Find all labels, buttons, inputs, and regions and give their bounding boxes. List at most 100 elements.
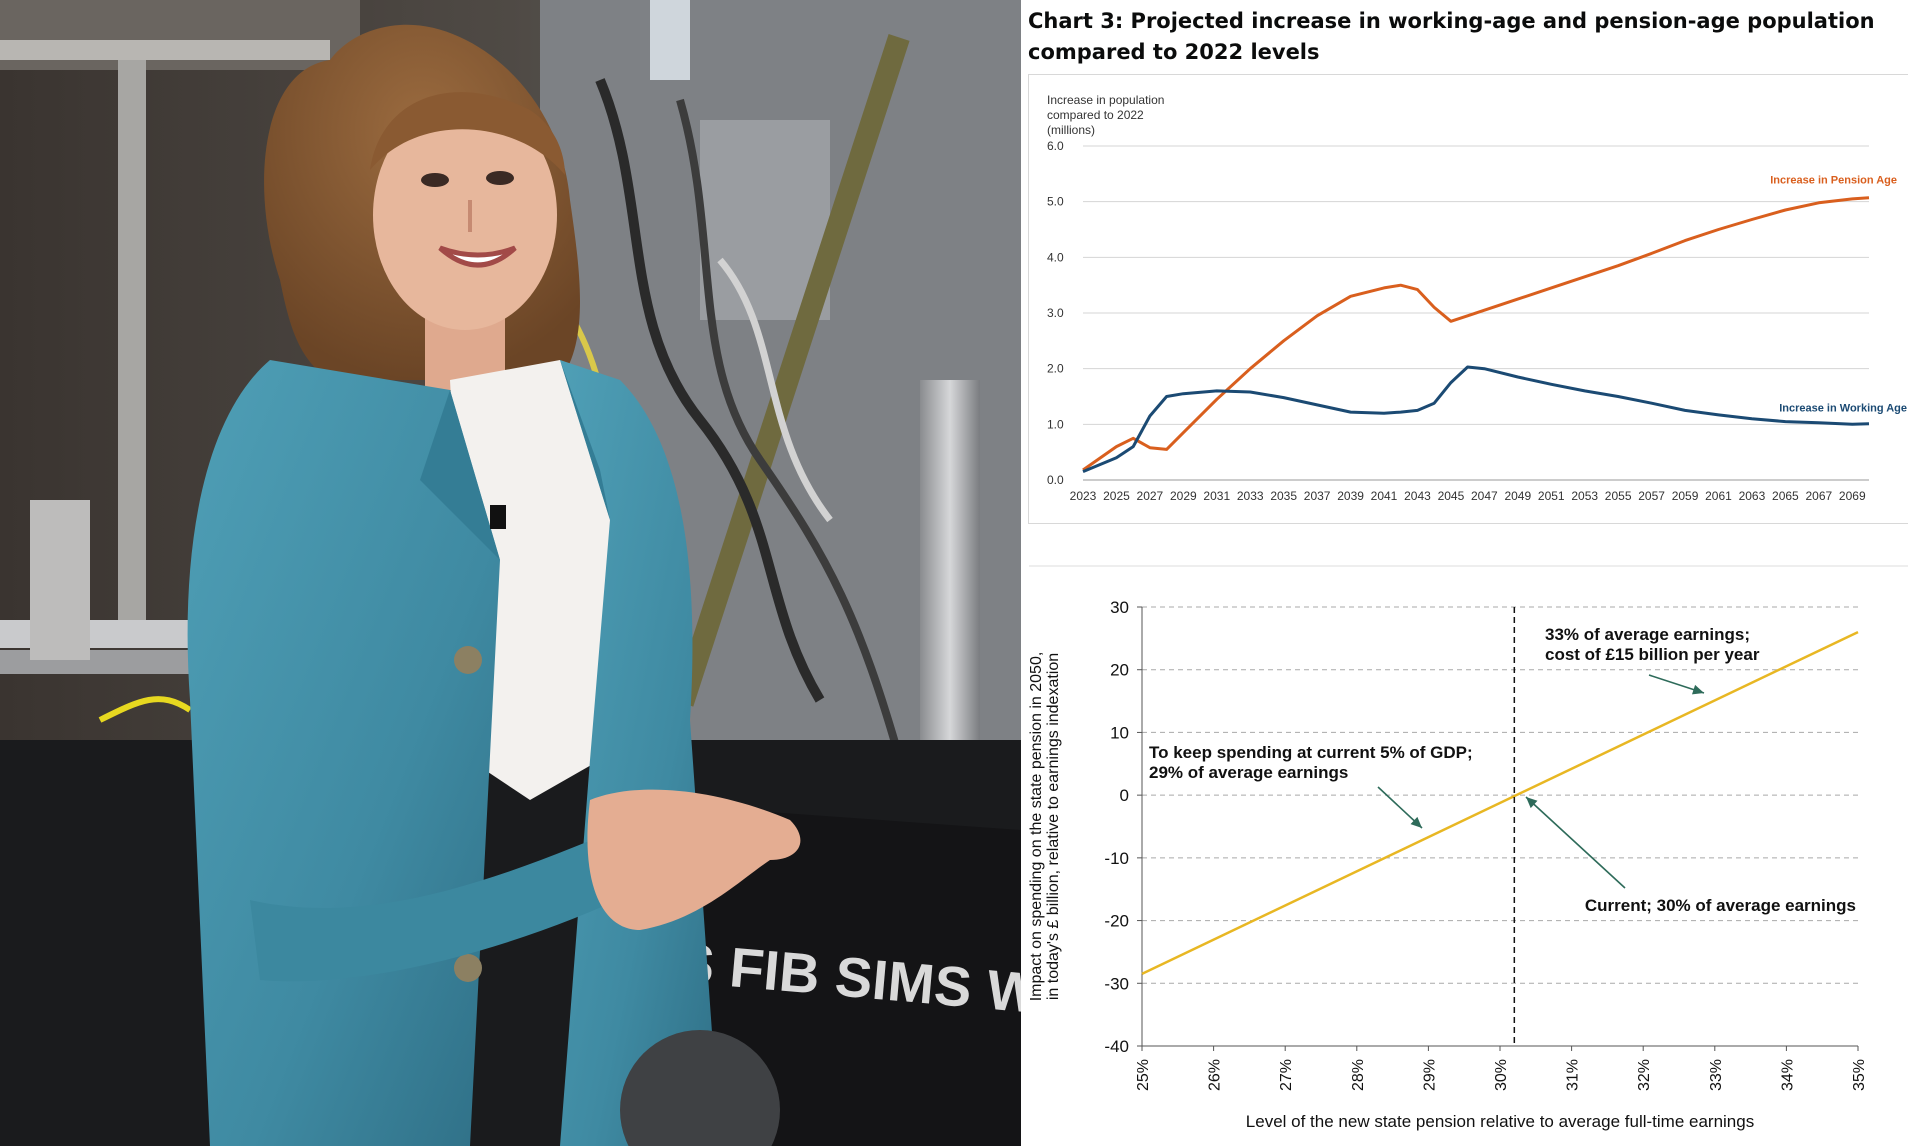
y-axis-ticks: 0.0 1.0 2.0 3.0 4.0 5.0 6.0 [1047,139,1064,487]
x-axis-label: Level of the new state pension relative … [1246,1112,1754,1131]
y-tick-label: 5.0 [1047,195,1064,209]
x-tick-label: 30% [1493,1059,1510,1091]
x-axis-ticks: 25% 26% 27% 28% 29% 30% 31% 32% 33% 34% 35% [1135,1046,1868,1091]
annotation-33-percent: 33% of average earnings; [1545,625,1750,644]
x-tick-label: 2029 [1170,489,1197,503]
rod [672,34,910,707]
spending-chart: Impact on spending on the state pension … [1028,598,1868,1131]
clamp [30,500,90,660]
chart-title: Chart 3: Projected increase in working-a… [1028,9,1875,64]
cable [98,696,192,723]
chart1-frame [1028,74,1908,524]
x-tick-label: 2033 [1237,489,1264,503]
machine-display [650,0,690,80]
lapel-microphone [490,505,506,529]
charts-panel: Chart 3: Projected increase in working-a… [1021,0,1908,1146]
jacket-button [454,954,482,982]
x-tick-label: 2031 [1203,489,1230,503]
y-tick-label: 1.0 [1047,417,1064,431]
x-tick-label: 31% [1565,1059,1582,1091]
y-tick-label: 2.0 [1047,362,1064,376]
y-axis-label-line: (millions) [1047,123,1095,137]
y-tick-label: -40 [1104,1037,1129,1056]
hands [587,789,801,930]
x-tick-label: 2057 [1638,489,1665,503]
x-tick-label: 2047 [1471,489,1498,503]
x-tick-label: 28% [1350,1059,1367,1091]
x-tick-label: 25% [1135,1059,1152,1091]
boom-microphone [620,1030,780,1146]
y-axis-label-line: Impact on spending on the state pension … [1028,652,1045,1002]
y-axis-label: Impact on spending on the state pension … [1028,652,1062,1002]
y-tick-label: -30 [1104,974,1129,993]
lapel [560,360,610,520]
annotation-33-percent: cost of £15 billion per year [1545,645,1760,664]
y-axis-label-line: compared to 2022 [1047,108,1144,122]
spending-line [1141,630,1859,976]
cable [595,78,825,703]
y-tick-label: 6.0 [1047,139,1064,153]
shelf-post [118,60,146,620]
x-tick-label: 33% [1708,1059,1725,1091]
divider [1029,565,1908,567]
x-tick-label: 27% [1278,1059,1295,1091]
series-labels: Increase in Pension Age Increase in Worki… [1770,174,1907,414]
x-tick-label: 2043 [1404,489,1431,503]
eye [486,171,514,185]
bellows-pipe [920,380,980,800]
fringe [370,92,565,175]
x-tick-label: 26% [1207,1059,1224,1091]
annotation-current-arrow [1525,796,1626,889]
y-tick-label: -20 [1104,912,1129,931]
series-lines [1141,607,1859,1046]
photo-scene: IS FIB SIMS WORKS [0,0,1021,1146]
x-axis-ticks: 2023 2025 2027 2029 2031 2033 2035 2037 2039 2041… [1070,489,1866,503]
x-tick-label: 2025 [1103,489,1130,503]
x-tick-label: 2061 [1705,489,1732,503]
x-tick-label: 2055 [1605,489,1632,503]
working-age-label: Increase in Working Age [1779,403,1907,415]
y-tick-label: 10 [1110,723,1129,742]
gridlines [1141,606,1858,1047]
cable [676,98,904,762]
x-tick-label: 32% [1636,1059,1653,1091]
annotations: 33% of average earnings;cost of £15 bill… [1149,625,1856,915]
annotation-current: Current; 30% of average earnings [1585,896,1856,915]
x-tick-label: 2051 [1538,489,1565,503]
x-tick-label: 2049 [1504,489,1531,503]
face [373,100,557,330]
lapel [420,390,500,560]
y-axis-label-line: in today's £ billion, relative to earnin… [1045,653,1062,1000]
x-tick-label: 2069 [1839,489,1866,503]
x-tick-label: 35% [1851,1059,1868,1091]
x-tick-label: 2067 [1805,489,1832,503]
photo: IS FIB SIMS WORKS [0,0,1021,1146]
x-tick-label: 2039 [1337,489,1364,503]
series-lines [1082,196,1870,473]
y-tick-label: 30 [1110,598,1129,617]
x-tick-label: 2053 [1571,489,1598,503]
x-tick-label: 29% [1421,1059,1438,1091]
x-tick-label: 2065 [1772,489,1799,503]
smile [438,245,517,268]
jacket-button [454,646,482,674]
annotation-33-percent-arrow-head [1691,684,1704,695]
y-tick-label: 0 [1120,786,1129,805]
x-tick-label: 2037 [1304,489,1331,503]
y-tick-label: 3.0 [1047,306,1064,320]
y-tick-label: 20 [1110,661,1129,680]
y-axis-label-line: Increase in population [1047,93,1164,107]
x-tick-label: 2063 [1739,489,1766,503]
sleeve [250,820,660,982]
x-tick-label: 2023 [1070,489,1097,503]
annotation-29-percent: 29% of average earnings [1149,763,1348,782]
y-tick-label: -10 [1104,849,1129,868]
y-tick-label: 4.0 [1047,250,1064,264]
pension-age-label: Increase in Pension Age [1770,174,1897,186]
x-tick-label: 2059 [1672,489,1699,503]
y-tick-label: 0.0 [1047,473,1064,487]
shelf-rail [0,40,330,60]
annotation-current-arrow-head [1526,797,1538,809]
